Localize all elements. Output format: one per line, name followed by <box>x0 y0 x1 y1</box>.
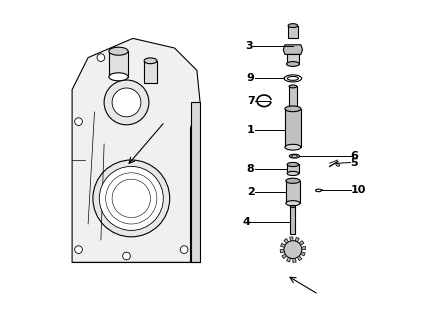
Ellipse shape <box>109 47 128 55</box>
Ellipse shape <box>286 201 300 206</box>
Bar <box>144 61 157 83</box>
Text: 2: 2 <box>247 187 255 197</box>
Circle shape <box>93 160 170 237</box>
Ellipse shape <box>336 163 340 166</box>
Polygon shape <box>297 256 302 261</box>
Circle shape <box>99 166 163 230</box>
Polygon shape <box>284 238 288 243</box>
Text: 9: 9 <box>247 73 255 84</box>
Ellipse shape <box>109 73 128 81</box>
Circle shape <box>75 246 82 253</box>
Text: 10: 10 <box>351 185 366 196</box>
Bar <box>286 181 300 203</box>
Text: 6: 6 <box>351 151 358 161</box>
Circle shape <box>180 246 188 253</box>
Bar <box>290 206 295 234</box>
Ellipse shape <box>144 58 157 64</box>
Circle shape <box>75 118 82 125</box>
Ellipse shape <box>287 76 299 80</box>
Text: 5: 5 <box>351 157 358 168</box>
Polygon shape <box>72 38 200 262</box>
Polygon shape <box>283 45 303 54</box>
Ellipse shape <box>287 172 299 176</box>
Polygon shape <box>301 252 305 256</box>
Ellipse shape <box>289 85 297 88</box>
Circle shape <box>123 252 130 260</box>
Polygon shape <box>302 246 306 250</box>
Polygon shape <box>282 254 287 259</box>
Text: 7: 7 <box>247 96 255 106</box>
Polygon shape <box>293 258 296 262</box>
Ellipse shape <box>316 189 321 192</box>
Bar <box>287 54 299 64</box>
Circle shape <box>97 54 105 61</box>
Ellipse shape <box>284 75 302 82</box>
Ellipse shape <box>286 178 300 183</box>
Ellipse shape <box>287 61 299 67</box>
Text: 8: 8 <box>247 164 255 174</box>
Ellipse shape <box>289 154 299 158</box>
Bar <box>288 26 298 38</box>
Ellipse shape <box>285 106 301 112</box>
Text: 1: 1 <box>247 124 255 135</box>
Ellipse shape <box>287 163 299 167</box>
Circle shape <box>112 88 141 117</box>
Bar <box>287 164 299 173</box>
Ellipse shape <box>285 144 301 150</box>
Bar <box>289 86 297 109</box>
Polygon shape <box>290 237 293 241</box>
Ellipse shape <box>288 24 298 28</box>
Polygon shape <box>190 102 200 262</box>
Circle shape <box>284 241 302 259</box>
Ellipse shape <box>290 205 295 207</box>
Polygon shape <box>280 243 285 247</box>
Text: 4: 4 <box>243 217 251 228</box>
Polygon shape <box>295 237 299 242</box>
Bar <box>109 51 128 77</box>
Ellipse shape <box>291 155 297 157</box>
Bar <box>285 109 301 147</box>
Polygon shape <box>299 241 304 245</box>
Polygon shape <box>280 250 284 253</box>
Circle shape <box>104 80 149 125</box>
Text: 3: 3 <box>245 41 253 52</box>
Polygon shape <box>287 257 291 262</box>
